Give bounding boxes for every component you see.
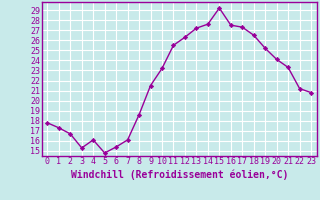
X-axis label: Windchill (Refroidissement éolien,°C): Windchill (Refroidissement éolien,°C) (70, 169, 288, 180)
